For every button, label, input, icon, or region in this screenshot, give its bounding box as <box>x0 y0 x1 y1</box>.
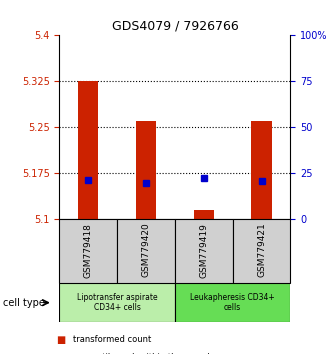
Text: Leukapheresis CD34+
cells: Leukapheresis CD34+ cells <box>190 293 275 312</box>
Text: ■: ■ <box>56 335 65 345</box>
Bar <box>194 210 214 219</box>
Text: GSM779421: GSM779421 <box>257 223 266 278</box>
Bar <box>175 219 233 283</box>
Text: percentile rank within the sample: percentile rank within the sample <box>73 353 214 354</box>
Bar <box>59 283 175 322</box>
Text: GSM779418: GSM779418 <box>84 223 93 278</box>
Bar <box>175 283 290 322</box>
Text: transformed count: transformed count <box>73 335 151 344</box>
Text: GSM779420: GSM779420 <box>142 223 150 278</box>
Bar <box>136 121 156 219</box>
Bar <box>233 219 290 283</box>
Bar <box>59 219 117 283</box>
Bar <box>78 81 98 219</box>
Text: Lipotransfer aspirate
CD34+ cells: Lipotransfer aspirate CD34+ cells <box>77 293 157 312</box>
Title: GDS4079 / 7926766: GDS4079 / 7926766 <box>112 20 238 33</box>
Text: cell type: cell type <box>3 298 45 308</box>
Bar <box>117 219 175 283</box>
Text: GSM779419: GSM779419 <box>199 223 208 278</box>
Text: ■: ■ <box>56 353 65 354</box>
Bar <box>251 121 272 219</box>
